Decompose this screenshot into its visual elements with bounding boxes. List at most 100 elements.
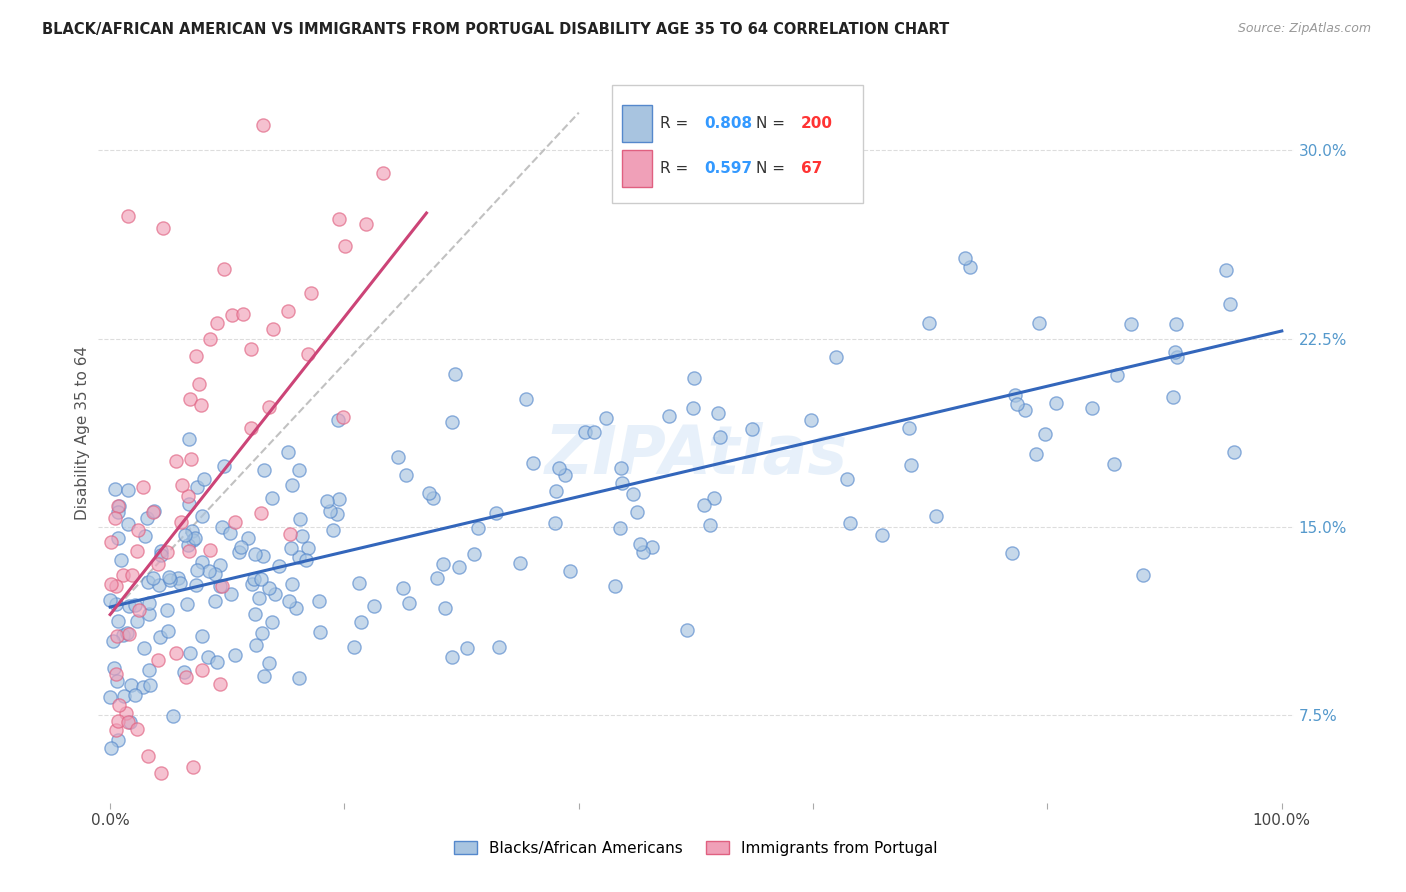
Point <box>197 650 219 665</box>
Point <box>107 698 129 712</box>
Point <box>179 432 201 446</box>
Point <box>104 579 127 593</box>
Point <box>288 511 311 525</box>
Point <box>134 640 156 655</box>
Point <box>239 342 262 356</box>
Point <box>262 322 284 336</box>
Point <box>1119 318 1142 332</box>
Point <box>582 425 605 440</box>
Point <box>165 453 187 467</box>
Point <box>103 634 125 648</box>
Point <box>918 316 941 330</box>
Point <box>509 556 531 570</box>
Point <box>1102 457 1125 471</box>
Point <box>205 655 228 669</box>
Point <box>142 504 165 518</box>
Point <box>232 307 254 321</box>
Point <box>1223 444 1246 458</box>
Point <box>1045 396 1067 410</box>
Point <box>257 581 280 595</box>
Text: BLACK/AFRICAN AMERICAN VS IMMIGRANTS FROM PORTUGAL DISABILITY AGE 35 TO 64 CORRE: BLACK/AFRICAN AMERICAN VS IMMIGRANTS FRO… <box>42 22 949 37</box>
Point <box>152 220 174 235</box>
Point <box>107 629 129 643</box>
Point <box>548 461 571 475</box>
Bar <box>621 150 652 186</box>
Point <box>243 573 266 587</box>
Text: Source: ZipAtlas.com: Source: ZipAtlas.com <box>1237 22 1371 36</box>
Point <box>127 722 149 736</box>
Point <box>105 666 128 681</box>
Point <box>170 478 193 492</box>
Point <box>347 576 370 591</box>
Point <box>560 564 582 578</box>
Point <box>322 523 344 537</box>
Point <box>1219 297 1241 311</box>
Point <box>434 601 457 615</box>
Point <box>485 506 508 520</box>
Point <box>253 462 276 476</box>
Point <box>641 541 664 555</box>
Point <box>418 485 440 500</box>
Point <box>488 640 510 654</box>
Point <box>682 401 704 416</box>
Point <box>209 677 232 691</box>
Point <box>118 599 141 613</box>
Point <box>250 572 273 586</box>
Point <box>281 577 304 591</box>
Point <box>136 749 159 764</box>
Text: ZIPAtlas: ZIPAtlas <box>544 422 848 488</box>
Point <box>240 576 263 591</box>
Point <box>107 499 129 513</box>
Point <box>112 690 135 704</box>
Point <box>252 118 274 132</box>
Point <box>118 626 141 640</box>
Point <box>443 367 465 381</box>
Point <box>162 709 184 723</box>
Point <box>925 509 948 524</box>
Point <box>308 594 330 608</box>
Point <box>626 505 648 519</box>
Point <box>132 680 155 694</box>
Point <box>224 648 246 662</box>
Point <box>156 624 179 638</box>
Point <box>522 456 544 470</box>
Point <box>165 646 187 660</box>
Point <box>117 516 139 531</box>
Point <box>212 459 235 474</box>
Point <box>299 286 322 301</box>
Point <box>574 425 596 440</box>
Point <box>204 567 226 582</box>
Point <box>181 760 204 774</box>
Text: 67: 67 <box>801 161 823 176</box>
Point <box>124 688 146 702</box>
Text: 0.597: 0.597 <box>704 161 752 176</box>
Point <box>467 521 489 535</box>
Point <box>142 505 165 519</box>
Point <box>350 615 373 629</box>
Point <box>112 628 135 642</box>
Bar <box>621 105 652 143</box>
Point <box>107 505 129 519</box>
Point <box>612 475 634 490</box>
Point <box>159 573 181 587</box>
Point <box>179 646 201 660</box>
Point <box>105 597 128 611</box>
Point <box>117 626 139 640</box>
Point <box>707 406 730 420</box>
Point <box>121 568 143 582</box>
Point <box>149 543 172 558</box>
Point <box>184 349 207 363</box>
Point <box>319 504 342 518</box>
Point <box>211 579 233 593</box>
Point <box>288 550 311 565</box>
Point <box>139 678 162 692</box>
Point <box>699 518 721 533</box>
Point <box>208 558 231 573</box>
Legend: Blacks/African Americans, Immigrants from Portugal: Blacks/African Americans, Immigrants fro… <box>449 835 943 862</box>
Point <box>124 598 146 612</box>
Point <box>104 511 127 525</box>
Point <box>146 558 169 572</box>
Text: 200: 200 <box>801 116 834 131</box>
Point <box>426 570 449 584</box>
Point <box>105 723 128 737</box>
